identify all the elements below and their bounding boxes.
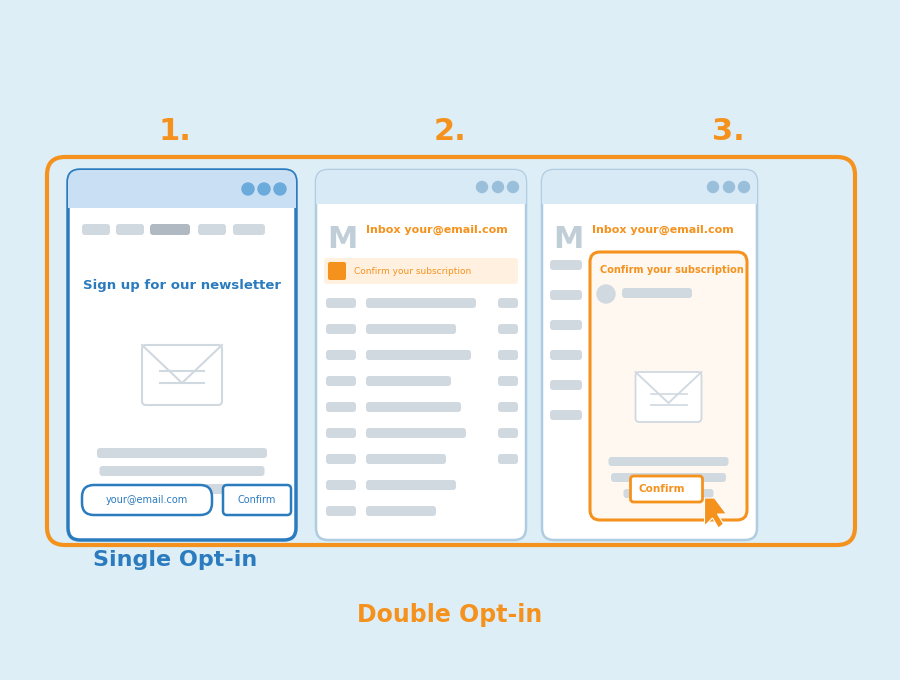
FancyBboxPatch shape [542,170,757,204]
FancyBboxPatch shape [366,376,451,386]
Text: Confirm: Confirm [238,495,276,505]
FancyBboxPatch shape [316,170,526,204]
FancyBboxPatch shape [550,320,582,330]
FancyBboxPatch shape [550,290,582,300]
FancyBboxPatch shape [68,170,296,540]
FancyBboxPatch shape [326,402,356,412]
Text: Single Opt-in: Single Opt-in [93,550,257,570]
Text: M: M [553,226,583,254]
FancyBboxPatch shape [142,345,222,405]
FancyBboxPatch shape [316,170,526,540]
FancyBboxPatch shape [498,376,518,386]
FancyBboxPatch shape [47,157,855,545]
Text: Double Opt-in: Double Opt-in [357,603,543,627]
FancyBboxPatch shape [624,489,714,498]
Text: Inbox your@email.com: Inbox your@email.com [592,225,734,235]
FancyBboxPatch shape [611,473,726,482]
FancyBboxPatch shape [550,260,582,270]
FancyBboxPatch shape [328,262,346,280]
FancyBboxPatch shape [116,224,144,235]
FancyBboxPatch shape [608,457,728,466]
Text: Sign up for our newsletter: Sign up for our newsletter [83,279,281,292]
FancyBboxPatch shape [366,428,466,438]
FancyBboxPatch shape [498,350,518,360]
Text: 1.: 1. [158,118,192,146]
FancyBboxPatch shape [366,298,476,308]
FancyBboxPatch shape [326,350,356,360]
Circle shape [508,182,518,192]
Circle shape [258,183,270,195]
FancyBboxPatch shape [542,187,757,204]
FancyBboxPatch shape [366,350,471,360]
FancyBboxPatch shape [326,428,356,438]
FancyBboxPatch shape [326,480,356,490]
Text: M: M [327,226,357,254]
Circle shape [492,182,503,192]
FancyBboxPatch shape [68,190,296,208]
FancyBboxPatch shape [68,170,296,208]
Text: Confirm your subscription: Confirm your subscription [600,265,743,275]
Text: 3.: 3. [712,118,744,146]
FancyBboxPatch shape [366,324,456,334]
Circle shape [597,285,615,303]
FancyBboxPatch shape [97,448,267,458]
FancyBboxPatch shape [326,376,356,386]
Polygon shape [705,498,726,528]
FancyBboxPatch shape [326,324,356,334]
Text: 2.: 2. [434,118,466,146]
Circle shape [707,182,718,192]
FancyBboxPatch shape [366,402,461,412]
FancyBboxPatch shape [117,484,247,494]
FancyBboxPatch shape [82,224,110,235]
FancyBboxPatch shape [316,187,526,204]
FancyBboxPatch shape [498,454,518,464]
Circle shape [724,182,734,192]
FancyBboxPatch shape [326,298,356,308]
FancyBboxPatch shape [326,454,356,464]
Circle shape [274,183,286,195]
FancyBboxPatch shape [326,506,356,516]
FancyBboxPatch shape [550,380,582,390]
FancyBboxPatch shape [100,466,265,476]
FancyBboxPatch shape [498,428,518,438]
FancyBboxPatch shape [498,324,518,334]
FancyBboxPatch shape [324,258,518,284]
FancyBboxPatch shape [366,506,436,516]
FancyBboxPatch shape [366,454,446,464]
FancyBboxPatch shape [590,252,747,520]
FancyBboxPatch shape [198,224,226,235]
Text: your@email.com: your@email.com [106,495,188,505]
FancyBboxPatch shape [82,485,212,515]
FancyBboxPatch shape [635,372,701,422]
FancyBboxPatch shape [622,288,692,298]
FancyBboxPatch shape [366,480,456,490]
FancyBboxPatch shape [498,298,518,308]
FancyBboxPatch shape [631,476,703,502]
FancyBboxPatch shape [498,402,518,412]
FancyBboxPatch shape [150,224,190,235]
Circle shape [242,183,254,195]
FancyBboxPatch shape [233,224,265,235]
FancyBboxPatch shape [550,350,582,360]
Text: Confirm: Confirm [638,484,685,494]
Circle shape [739,182,750,192]
FancyBboxPatch shape [550,410,582,420]
Text: Confirm your subscription: Confirm your subscription [354,267,472,275]
FancyBboxPatch shape [223,485,291,515]
Text: Inbox your@email.com: Inbox your@email.com [366,225,508,235]
FancyBboxPatch shape [542,170,757,540]
Circle shape [476,182,488,192]
